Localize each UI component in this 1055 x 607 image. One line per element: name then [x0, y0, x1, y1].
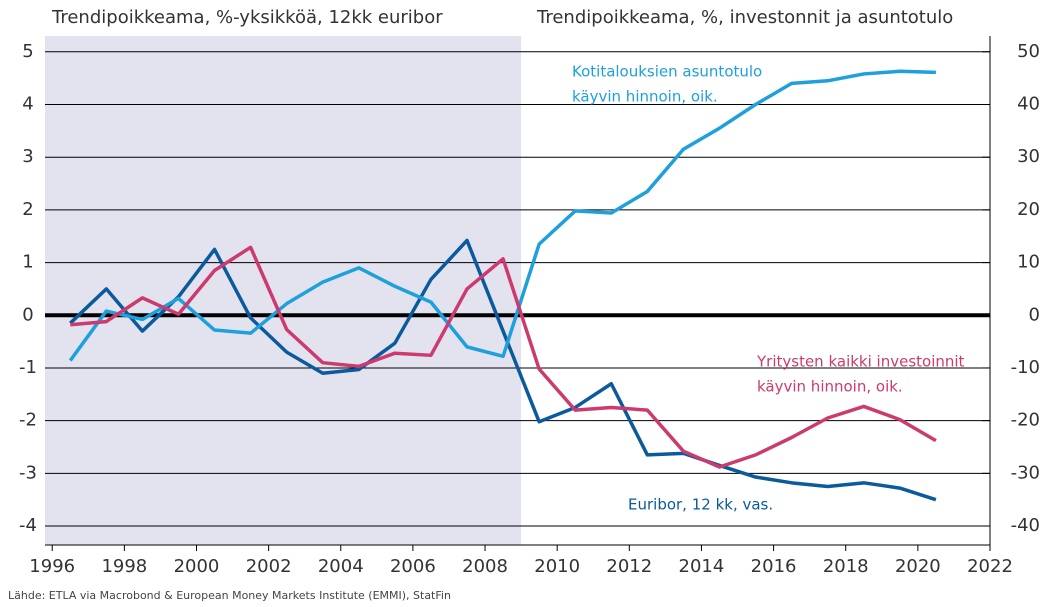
y-tick-label: -2 — [19, 410, 37, 431]
y-tick-label: 1 — [22, 252, 33, 273]
line-series — [68, 69, 936, 362]
y2-tick-label: 50 — [1017, 41, 1040, 62]
y2-tick-label: 0 — [1029, 304, 1040, 325]
x-tick-label: 2006 — [390, 556, 436, 577]
shaded-period — [45, 36, 522, 545]
right-axis-title: Trendipoikkeama, %, investonnit ja asunt… — [536, 7, 953, 28]
y2-tick-label: -20 — [1011, 410, 1040, 431]
y2-tick-label: -10 — [1011, 357, 1040, 378]
x-tick-label: 2000 — [174, 556, 220, 577]
x-tick-label: 2010 — [534, 556, 580, 577]
series-label: käyvin hinnoin, oik. — [572, 88, 718, 106]
series-label: Yritysten kaikki investoinnit — [756, 353, 965, 371]
left-axis-title: Trendipoikkeama, %-yksikköä, 12kk euribo… — [51, 7, 443, 28]
x-tick-label: 2018 — [823, 556, 869, 577]
y-tick-label: 3 — [22, 146, 33, 167]
y-tick-label: -4 — [19, 515, 37, 536]
series-label: Euribor, 12 kk, vas. — [628, 496, 773, 514]
y2-tick-label: -40 — [1011, 515, 1040, 536]
y2-tick-label: 40 — [1017, 93, 1040, 114]
x-tick-label: 2016 — [751, 556, 797, 577]
y-tick-label: 2 — [22, 199, 33, 220]
line-series — [70, 245, 937, 469]
x-tick-label: 1998 — [101, 556, 147, 577]
y2-tick-label: -30 — [1011, 462, 1040, 483]
y-tick-label: 4 — [22, 93, 33, 114]
y-tick-label: 5 — [22, 41, 33, 62]
x-tick-label: 2012 — [606, 556, 652, 577]
x-tick-label: 2014 — [679, 556, 725, 577]
x-tick-label: 2020 — [895, 556, 941, 577]
x-tick-label: 2004 — [318, 556, 364, 577]
line-series — [69, 238, 937, 502]
x-tick-label: 2002 — [246, 556, 292, 577]
y2-tick-label: 20 — [1017, 199, 1040, 220]
source: Lähde: ETLA via Macrobond & European Mon… — [8, 589, 451, 602]
series-label: Kotitalouksien asuntotulo — [572, 63, 762, 81]
x-tick-label: 2022 — [967, 556, 1013, 577]
y-tick-label: -1 — [19, 357, 37, 378]
y2-tick-label: 10 — [1017, 252, 1040, 273]
y-tick-label: 0 — [22, 304, 33, 325]
x-tick-label: 2008 — [462, 556, 508, 577]
series-label: käyvin hinnoin, oik. — [757, 378, 903, 396]
y2-tick-label: 30 — [1017, 146, 1040, 167]
x-tick-label: 1996 — [29, 556, 75, 577]
y-tick-label: -3 — [19, 462, 37, 483]
